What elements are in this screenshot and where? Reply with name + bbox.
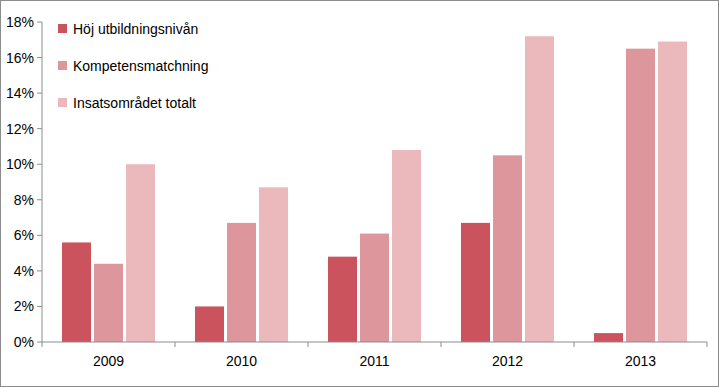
bar	[126, 164, 155, 342]
bar	[195, 306, 224, 342]
y-tick	[37, 93, 42, 94]
x-tick	[175, 342, 176, 347]
bar	[392, 150, 421, 342]
y-tick	[37, 57, 42, 58]
x-tick-label: 2009	[93, 353, 124, 369]
x-axis	[42, 342, 707, 343]
legend-swatch	[58, 24, 67, 33]
bar	[493, 155, 522, 342]
x-tick	[308, 342, 309, 347]
bar	[259, 187, 288, 342]
y-tick	[37, 306, 42, 307]
legend-swatch	[58, 61, 67, 70]
bar	[461, 223, 490, 342]
bars	[62, 36, 687, 342]
x-tick-label: 2011	[359, 353, 389, 369]
y-tick-label: 18%	[6, 14, 34, 30]
legend-label: Insatsområdet totalt	[73, 95, 196, 111]
bar	[62, 242, 91, 342]
bar	[94, 264, 123, 342]
bar	[525, 36, 554, 342]
x-tick	[42, 342, 43, 347]
x-tick-label: 2010	[226, 353, 257, 369]
y-tick	[37, 128, 42, 129]
chart: 0% 2% 4% 6% 8% 10% 12% 14% 16% 18% 2009 2010 2011 201…	[0, 0, 719, 387]
x-tick	[707, 342, 708, 347]
y-tick-label: 2%	[14, 298, 34, 314]
y-axis	[42, 22, 43, 342]
y-tick-label: 14%	[6, 85, 34, 101]
bar	[658, 42, 687, 342]
y-tick	[37, 22, 42, 23]
bar	[360, 234, 389, 342]
y-tick-label: 4%	[14, 263, 34, 279]
legend-swatch	[58, 98, 67, 107]
y-tick	[37, 199, 42, 200]
y-tick	[37, 235, 42, 236]
bar	[594, 333, 623, 342]
x-tick-label: 2012	[492, 353, 523, 369]
y-tick-label: 0%	[14, 334, 34, 350]
legend-label: Höj utbildningsnivån	[73, 21, 198, 37]
x-tick-label: 2013	[625, 353, 656, 369]
y-tick-label: 10%	[6, 156, 34, 172]
x-tick	[441, 342, 442, 347]
y-tick-label: 16%	[6, 50, 34, 66]
bar	[328, 257, 357, 342]
frame	[1, 1, 719, 387]
y-tick	[37, 270, 42, 271]
bar	[227, 223, 256, 342]
y-tick	[37, 164, 42, 165]
bar	[626, 49, 655, 342]
x-tick	[574, 342, 575, 347]
y-tick-label: 8%	[14, 192, 34, 208]
y-tick	[37, 342, 42, 343]
y-tick-label: 12%	[6, 121, 34, 137]
y-tick-label: 6%	[14, 227, 34, 243]
legend-label: Kompetensmatchning	[73, 58, 208, 74]
